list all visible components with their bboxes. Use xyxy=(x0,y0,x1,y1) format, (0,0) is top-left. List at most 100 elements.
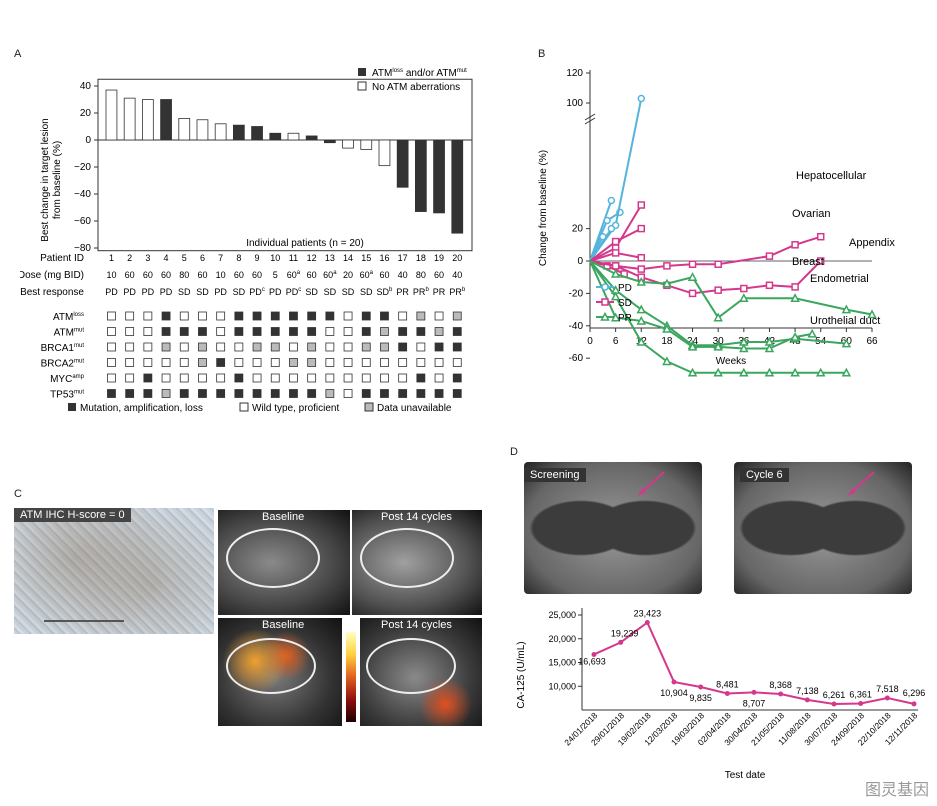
data-label: 9,835 xyxy=(689,693,712,703)
x-axis-label: Test date xyxy=(725,770,766,781)
y-tick-label: 20 xyxy=(80,108,92,119)
grid-cell xyxy=(416,327,426,336)
grid-cell xyxy=(307,327,317,336)
grid-cell xyxy=(380,311,389,321)
dose-value: 60 xyxy=(197,270,207,280)
bar xyxy=(378,139,391,167)
patient-id: 16 xyxy=(379,253,389,263)
grid-cell xyxy=(143,373,153,383)
grid-cell xyxy=(434,389,444,398)
data-point xyxy=(687,272,698,281)
data-point xyxy=(724,690,730,696)
patient-id: 4 xyxy=(164,253,169,263)
svg-text:No ATM aberrations: No ATM aberrations xyxy=(372,82,460,93)
response-value: PRb xyxy=(413,287,430,297)
grid-cell xyxy=(252,342,262,352)
grid-cell xyxy=(234,311,244,321)
data-point xyxy=(663,262,671,270)
response-value: PDc xyxy=(249,287,265,297)
data-point xyxy=(636,315,647,325)
grid-cell xyxy=(125,311,135,321)
grid-cell xyxy=(361,311,371,321)
grid-cell xyxy=(198,373,207,383)
data-point xyxy=(607,224,616,233)
grid-cell xyxy=(179,342,189,352)
watermark: 图灵基因 xyxy=(864,782,929,799)
dose-value: 60 xyxy=(125,270,135,280)
gene-label: ATMloss xyxy=(53,312,84,323)
svg-text:Mutation, amplification, loss: Mutation, amplification, loss xyxy=(80,403,203,414)
data-point xyxy=(831,701,837,707)
data-point xyxy=(884,695,890,701)
response-value: PR xyxy=(396,287,409,297)
bar xyxy=(433,139,445,214)
data-point xyxy=(740,284,748,293)
response-value: SD xyxy=(233,287,246,297)
patient-id: 1 xyxy=(109,253,114,263)
grid-cell xyxy=(325,342,335,352)
bar xyxy=(251,126,263,141)
grid-cell xyxy=(125,389,135,398)
patient-id: 15 xyxy=(361,253,371,263)
spider-plot: 120100200-20-40-60-800612182430364248546… xyxy=(538,68,895,377)
series-line xyxy=(589,260,847,347)
grid-cell xyxy=(452,389,462,398)
y-tick-label: -40 xyxy=(569,321,584,332)
mri-baseline-overlay xyxy=(218,618,342,726)
data-point xyxy=(714,286,722,294)
grid-cell xyxy=(380,358,389,367)
grid-cell xyxy=(252,389,262,398)
grid-cell xyxy=(270,342,280,352)
data-point xyxy=(816,257,825,265)
data-point xyxy=(688,289,697,298)
grid-cell xyxy=(361,327,371,336)
grid-cell xyxy=(343,311,353,321)
data-point xyxy=(790,367,800,377)
grid-cell xyxy=(216,342,226,352)
patient-id: 10 xyxy=(270,253,280,263)
ct-label-screening: Screening xyxy=(524,468,586,482)
dose-value: 10 xyxy=(106,270,116,280)
y-tick-label: 100 xyxy=(566,98,583,109)
x-tick-label: 66 xyxy=(866,336,878,347)
grid-cell xyxy=(289,358,298,367)
data-point xyxy=(636,304,647,314)
grid-cell xyxy=(343,327,353,336)
grid-cell xyxy=(398,373,408,383)
bar xyxy=(178,118,191,141)
y-axis-label: Best change in target lesion xyxy=(40,118,51,241)
y-tick-label: 15,000 xyxy=(548,658,576,668)
data-point xyxy=(841,367,852,377)
series-annotation: Endometrial xyxy=(810,273,869,285)
dose-value: 20 xyxy=(343,270,353,280)
data-point xyxy=(841,304,852,314)
dose-value: 60a xyxy=(287,270,301,280)
series-annotation: Hepatocellular xyxy=(796,170,867,182)
y-tick-label: 40 xyxy=(80,81,92,92)
grid-legend: Mutation, amplification, loss Wild type,… xyxy=(68,402,452,414)
gene-label: ATMmut xyxy=(54,328,85,339)
grid-cell xyxy=(361,389,371,398)
dose-value: 60 xyxy=(434,270,444,280)
patient-id: 13 xyxy=(325,253,335,263)
dose-value: 80 xyxy=(179,270,189,280)
data-point xyxy=(662,356,672,366)
grid-cell xyxy=(252,358,262,367)
panel-c-label: C xyxy=(14,488,22,500)
panel-a-label: A xyxy=(14,48,22,60)
grid-cell xyxy=(234,373,244,383)
response-value: PDc xyxy=(286,287,302,297)
grid-cell xyxy=(161,327,171,336)
dose-value: 60 xyxy=(234,270,244,280)
data-point xyxy=(858,701,864,707)
patient-id: 9 xyxy=(255,253,260,263)
response-value: SDb xyxy=(377,287,394,297)
gene-label: BRCA2mut xyxy=(41,359,85,370)
grid-cell xyxy=(125,327,135,336)
grid-cell xyxy=(161,389,171,398)
grid-cell xyxy=(198,342,207,352)
data-point xyxy=(603,216,611,225)
response-value: PD xyxy=(269,287,282,297)
y-tick-label: −40 xyxy=(74,189,91,200)
bar xyxy=(323,139,336,144)
